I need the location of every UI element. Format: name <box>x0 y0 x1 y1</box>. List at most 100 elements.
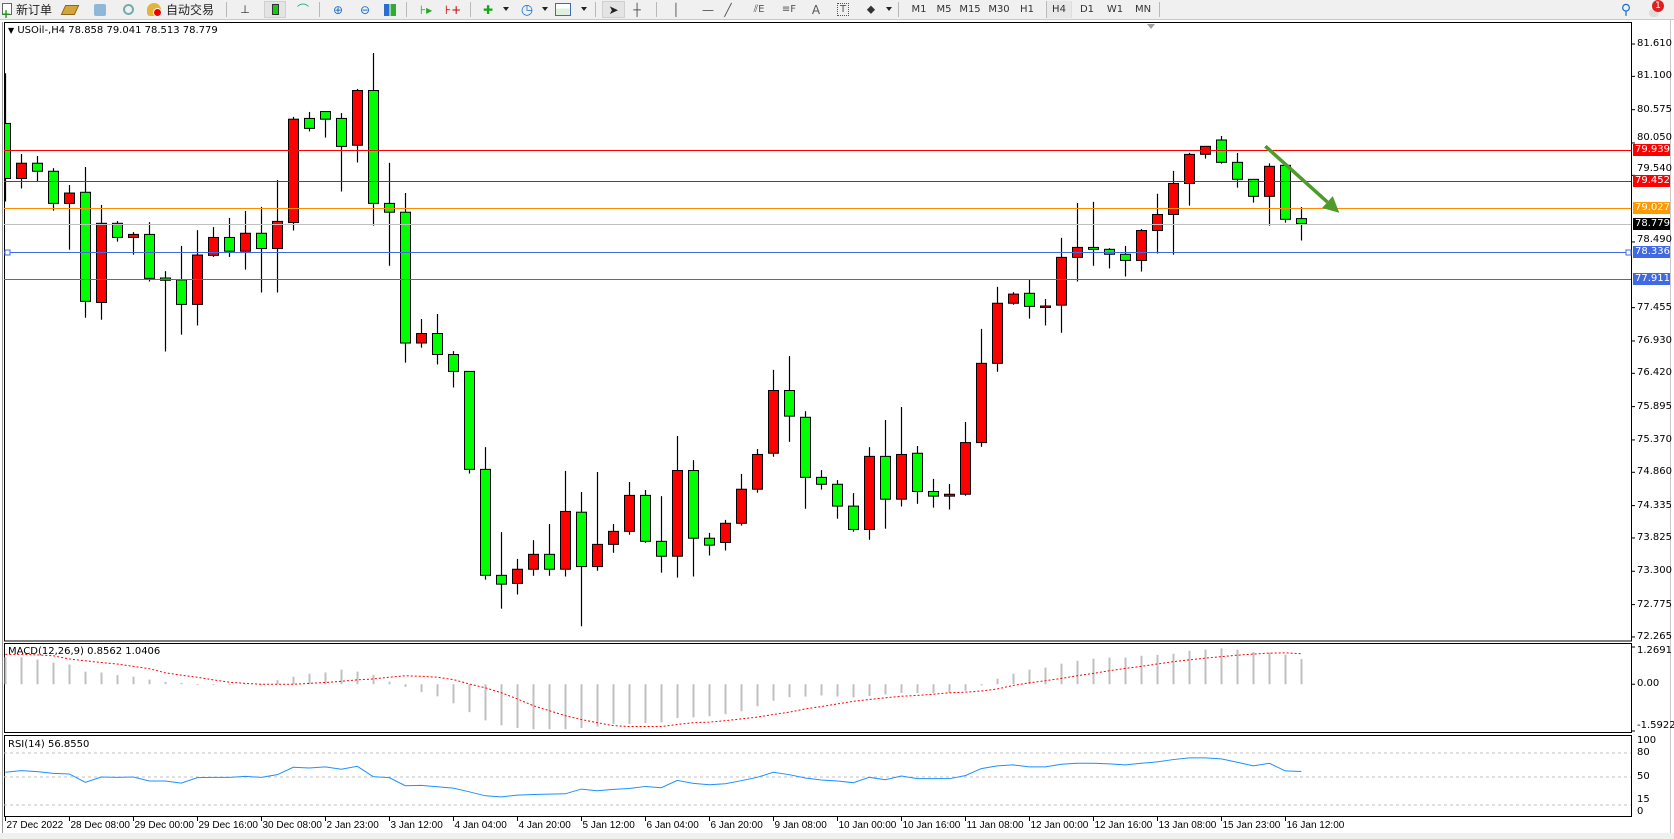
candlestick-button[interactable] <box>264 1 286 18</box>
indicators-dropdown[interactable] <box>503 7 509 11</box>
time-axis-label: 2 Jan 23:00 <box>326 820 379 831</box>
rsi-panel-frame <box>4 735 1632 817</box>
periods-button[interactable]: ◷ <box>517 1 537 18</box>
candle-body <box>1280 164 1291 220</box>
indicators-button[interactable]: ✚ <box>478 1 498 18</box>
price-axis-label: 81.610 <box>1637 37 1672 49</box>
line-chart-button[interactable]: ⌒ <box>294 1 312 18</box>
notification-badge: 1 <box>1652 0 1664 12</box>
equidistant-channel-button[interactable]: ⫽E <box>749 1 769 18</box>
templates-button[interactable] <box>554 1 572 18</box>
time-axis-label: 13 Jan 08:00 <box>1158 820 1217 831</box>
chart-shift-icon: ⊦▸ <box>419 2 433 17</box>
candle-body <box>768 389 779 454</box>
horizontal-line-icon: — <box>702 2 714 17</box>
vertical-line-button[interactable]: │ <box>668 1 684 18</box>
line-handle-left[interactable] <box>4 249 11 256</box>
horizontal-line-button[interactable]: — <box>699 1 717 18</box>
arrows-dropdown[interactable] <box>886 7 892 11</box>
crosshair-button[interactable]: ┼ <box>628 1 646 18</box>
price-axis-label: 73.300 <box>1637 565 1672 577</box>
market-watch-button[interactable] <box>92 1 108 18</box>
fibonacci-button[interactable]: ≡F <box>779 1 799 18</box>
auto-scroll-button[interactable]: ⊦+ <box>443 1 463 18</box>
macd-axis-label: 0.00 <box>1637 678 1660 690</box>
timeframe-w1[interactable]: W1 <box>1106 4 1124 15</box>
timeframe-m5[interactable]: M5 <box>936 4 952 15</box>
time-axis-label: 29 Dec 16:00 <box>198 820 259 831</box>
line-handle-right[interactable] <box>1625 249 1632 256</box>
zoom-out-button[interactable]: ⊖ <box>356 1 374 18</box>
price-axis-label: 78.490 <box>1637 234 1672 245</box>
line-chart-icon: ⌒ <box>296 3 309 17</box>
trendline-button[interactable]: ╱ <box>719 1 737 18</box>
price-axis-label: 80.575 <box>1637 103 1672 115</box>
candle-body <box>992 302 1003 364</box>
zoom-in-button[interactable]: ⊕ <box>329 1 347 18</box>
candle-body <box>288 118 299 224</box>
text-label-button[interactable]: T <box>835 1 851 18</box>
horizontal-scrollbar[interactable] <box>0 833 1674 839</box>
timeframe-m15[interactable]: M15 <box>959 4 981 15</box>
time-axis-label: 28 Dec 08:00 <box>70 820 131 831</box>
auto-trading-button[interactable]: 自动交易 <box>147 1 219 18</box>
time-axis-label: 6 Jan 04:00 <box>646 820 699 831</box>
candle-body <box>1136 230 1147 261</box>
timeframe-h4[interactable]: H4 <box>1046 1 1072 18</box>
chart-shift-button[interactable]: ⊦▸ <box>414 1 438 18</box>
time-axis-label: 6 Jan 20:00 <box>710 820 763 831</box>
arrows-button[interactable]: ⬥ <box>861 1 881 18</box>
timeframe-m30[interactable]: M30 <box>988 4 1010 15</box>
timeframe-mn[interactable]: MN <box>1134 4 1152 15</box>
auto-scroll-icon: ⊦+ <box>444 2 462 17</box>
timeframe-m1[interactable]: M1 <box>911 4 927 15</box>
time-axis-label: 9 Jan 08:00 <box>774 820 827 831</box>
search-button[interactable]: ⚲ <box>1617 1 1635 18</box>
text-button[interactable]: A <box>808 1 824 18</box>
chart-shift-marker[interactable] <box>1147 24 1155 29</box>
timeframe-h1[interactable]: H1 <box>1020 4 1034 15</box>
macd-axis-label: 1.2691 <box>1637 645 1672 656</box>
price-axis-label: 74.335 <box>1637 499 1672 511</box>
candle-body <box>640 494 651 542</box>
candle-body <box>784 389 795 417</box>
candle-body <box>896 453 907 500</box>
candle-body <box>1296 218 1307 225</box>
notification-button[interactable]: 1 <box>1642 0 1666 18</box>
collapse-triangle-icon[interactable]: ▼ <box>8 26 15 35</box>
time-axis-label: 12 Jan 00:00 <box>1030 820 1089 831</box>
toolbar-separator <box>656 2 657 17</box>
search-icon: ⚲ <box>1620 1 1632 18</box>
macd-label: MACD(12,26,9) 0.8562 1.0406 <box>8 646 161 657</box>
trend-arrow-shaft[interactable] <box>1264 144 1329 204</box>
timeframe-d1[interactable]: D1 <box>1079 4 1095 15</box>
candle-body <box>1008 293 1019 304</box>
toolbar-separator <box>470 2 471 17</box>
candle-body <box>208 236 219 256</box>
toolbar-separator <box>595 2 596 17</box>
trend-arrow-head[interactable] <box>1322 196 1340 213</box>
rsi-axis-label: 100 <box>1637 735 1657 746</box>
bar-chart-button[interactable]: ⊥ <box>236 1 254 18</box>
notification-icon <box>1649 8 1659 17</box>
macd-axis-label: -1.5922 <box>1637 720 1674 731</box>
price-axis-label: 76.930 <box>1637 334 1672 346</box>
cursor-button[interactable]: ➤ <box>602 1 625 18</box>
tile-windows-button[interactable] <box>382 1 398 18</box>
templates-dropdown[interactable] <box>581 7 587 11</box>
periods-dropdown[interactable] <box>542 7 548 11</box>
rsi-label: RSI(14) 56.8550 <box>8 739 90 750</box>
new-order-button[interactable]: + 新订单 <box>1 3 53 21</box>
signals-button[interactable] <box>120 1 136 18</box>
candle-body <box>1056 256 1067 306</box>
toolbar-separator <box>319 2 320 17</box>
new-order-icon: + <box>1 3 12 20</box>
candle-body <box>1104 248 1115 255</box>
candle-body <box>912 452 923 493</box>
chart-header-text: USOil-,H4 78.858 79.041 78.513 78.779 <box>17 25 218 36</box>
price-axis-label: 77.455 <box>1637 301 1672 313</box>
candlestick-icon <box>271 4 279 15</box>
candle-body <box>880 455 891 500</box>
price-axis-label: 80.050 <box>1637 132 1672 143</box>
